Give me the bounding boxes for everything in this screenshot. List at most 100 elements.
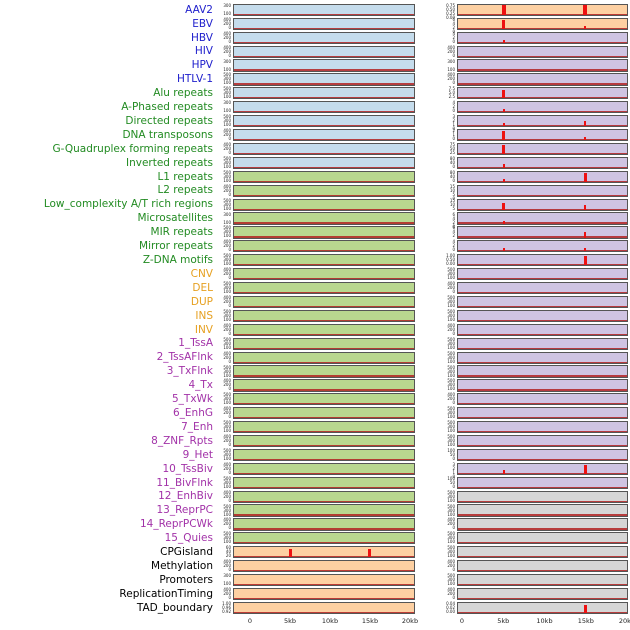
left-track-panel — [233, 351, 415, 364]
y-tick-label: 300 — [223, 396, 231, 402]
right-track-panel — [457, 518, 628, 531]
y-tick-label: 75 — [449, 142, 455, 148]
baseline-trace — [234, 417, 414, 419]
baseline-trace — [458, 389, 627, 391]
y-tick-label: 300 — [223, 368, 231, 374]
y-tick-label: 0 — [228, 150, 231, 156]
track-row: ReplicationTiming 400 200 0 400 200 0 — [0, 587, 630, 601]
baseline-trace — [234, 111, 414, 113]
y-tick-label: 1 — [452, 122, 455, 128]
y-tick-label: 400 — [447, 44, 455, 50]
y-axis-ticks: 500 300 100 — [218, 115, 233, 127]
peak-marker — [584, 247, 587, 252]
baseline-trace — [234, 27, 414, 29]
baseline-trace — [458, 597, 627, 600]
right-track-panel — [457, 365, 628, 378]
y-axis-ticks: 400 200 0 — [218, 560, 233, 572]
row-label: HTLV-1 — [176, 73, 213, 86]
y-tick-label: 40 — [449, 173, 455, 179]
track-row: CNV 400 200 0 500 300 100 — [0, 267, 630, 281]
y-tick-label: 100 — [223, 539, 231, 545]
y-axis-ticks: 400 200 0 — [218, 588, 233, 600]
y-tick-label: 400 — [223, 128, 231, 134]
y-tick-label: 500 — [223, 253, 231, 259]
y-axis-ticks: 500 300 100 — [415, 504, 457, 517]
left-track-panel — [233, 532, 415, 545]
y-axis-ticks: 400 200 0 — [218, 17, 233, 30]
y-axis-ticks: 400 200 0 — [218, 490, 233, 503]
y-tick-label: 50 — [449, 146, 455, 152]
track-row: DEL 500 300 100 400 200 0 — [0, 281, 630, 295]
track-row: INV 400 200 0 400 200 0 — [0, 323, 630, 337]
y-tick-label: 0 — [228, 24, 231, 30]
right-track-panel — [457, 532, 628, 545]
right-track-panel — [457, 3, 628, 17]
y-tick-label: 0 — [228, 302, 231, 308]
y-axis-ticks: 500 300 100 — [218, 282, 233, 294]
y-tick-label: 300 — [223, 90, 231, 96]
peak-marker — [583, 465, 587, 474]
baseline-trace — [234, 542, 414, 544]
y-axis-ticks: 500 300 100 — [218, 198, 233, 211]
y-tick-label: 400 — [223, 406, 231, 412]
y-tick-label: 500 — [447, 489, 455, 495]
y-tick-label: 400 — [447, 322, 455, 328]
y-tick-label: 5.0 — [448, 90, 455, 96]
y-tick-label: 200 — [447, 76, 455, 82]
row-label: 2_TssAFlnk — [156, 351, 213, 364]
y-tick-label: 200 — [223, 354, 231, 360]
baseline-trace — [234, 431, 414, 433]
baseline-trace — [458, 236, 627, 238]
baseline-trace — [458, 584, 627, 586]
y-tick-label: 3 — [452, 461, 455, 467]
row-label: INV — [194, 323, 213, 336]
y-axis-ticks: 100 50 0 — [415, 448, 457, 461]
y-tick-label: 0 — [452, 473, 455, 479]
y-tick-label: 100 — [447, 316, 455, 322]
row-label: Alu repeats — [153, 87, 213, 100]
right-track-panel — [457, 434, 628, 448]
right-track-panel — [457, 156, 628, 170]
peak-marker — [583, 5, 588, 16]
y-tick-label: 40 — [225, 549, 231, 555]
right-track-panel — [457, 490, 628, 503]
track-row: AAV2 300 100 0.75 0.50 0.25 0.00 — [0, 3, 630, 19]
peak-marker — [502, 179, 505, 182]
y-axis-ticks: 400 200 0 — [218, 129, 233, 141]
baseline-trace — [458, 83, 627, 85]
y-tick-label: 500 — [447, 308, 455, 314]
y-tick-label: 0.00 — [446, 261, 455, 267]
y-tick-label: 100 — [447, 414, 455, 420]
y-tick-label: 300 — [223, 424, 231, 430]
baseline-trace — [234, 375, 414, 377]
baseline-trace — [458, 458, 627, 461]
y-axis-ticks: 1.00 0.50 0.00 — [415, 254, 457, 266]
peak-marker — [583, 256, 587, 266]
track-row: 3_TxFlnk 500 300 100 500 300 100 — [0, 365, 630, 379]
y-tick-label: 500 — [447, 350, 455, 356]
y-axis-ticks: 500 300 100 — [415, 295, 457, 308]
y-tick-label: 0 — [452, 126, 455, 132]
y-tick-label: 50 — [449, 479, 455, 485]
row-label: 12_EnhBiv — [158, 490, 213, 503]
baseline-trace — [234, 403, 414, 405]
baseline-trace — [458, 41, 627, 43]
y-tick-label: 400 — [447, 559, 455, 565]
left-track-panel — [233, 295, 415, 309]
y-tick-label: 0.96 — [222, 604, 231, 610]
y-tick-label: 300 — [223, 173, 231, 179]
baseline-trace — [234, 333, 414, 335]
y-tick-label: 300 — [447, 410, 455, 416]
y-tick-label: 400 — [223, 559, 231, 565]
y-axis-ticks: 500 300 100 — [415, 365, 457, 378]
peak-marker — [502, 247, 505, 252]
y-tick-label: 100 — [447, 553, 455, 559]
y-tick-label: 300 — [447, 535, 455, 541]
row-label: Low_complexity A/T rich regions — [43, 198, 213, 211]
baseline-trace — [458, 444, 627, 447]
right-track-panel — [457, 226, 628, 239]
row-label: 6_EnhG — [172, 406, 213, 419]
y-tick-label: 200 — [223, 298, 231, 304]
